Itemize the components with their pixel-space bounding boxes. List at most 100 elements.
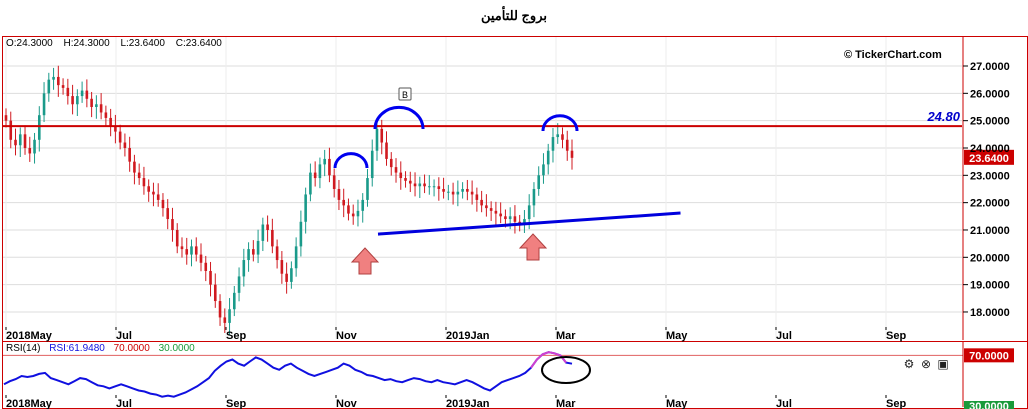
rsi-lower-tag <box>964 401 1014 409</box>
candle-body <box>233 292 236 310</box>
pattern-arc <box>333 152 369 169</box>
candle-body <box>537 175 541 189</box>
candle-body <box>242 260 246 277</box>
candle-body <box>85 90 89 99</box>
candle-body <box>347 205 350 214</box>
candle-body <box>271 229 274 247</box>
marker-box <box>398 87 412 101</box>
candle-body <box>389 158 393 168</box>
candle-body <box>527 205 531 220</box>
candle-body <box>337 188 341 200</box>
candle-body <box>142 178 146 187</box>
candle-body <box>570 150 574 158</box>
candle-body <box>152 191 155 195</box>
candle-body <box>71 96 74 105</box>
candle-body <box>90 98 93 107</box>
maximize-icon[interactable]: ▣ <box>937 357 949 371</box>
candle-body <box>237 276 241 293</box>
candle-body <box>161 199 165 209</box>
rsi-x-tick-label: Sep <box>886 398 906 409</box>
candle-body <box>275 246 279 261</box>
candle-body <box>285 273 288 282</box>
up-arrow <box>350 247 380 275</box>
candle-body <box>171 219 174 230</box>
candle-body <box>266 224 269 230</box>
y-tick-label: 19.0000 <box>970 280 1010 292</box>
candle-body <box>309 172 312 195</box>
candle-body <box>380 128 384 143</box>
candle-body <box>57 76 60 86</box>
candle-body <box>404 178 407 181</box>
candle-body <box>418 183 422 187</box>
rsi-upper-tag <box>964 348 1014 363</box>
rsi-toolbar: ⚙ ⊗ ▣ <box>902 357 950 371</box>
candle-body <box>118 131 122 143</box>
candle-body <box>252 249 255 255</box>
candle-body <box>52 76 55 80</box>
trendline <box>377 211 681 236</box>
rsi-lower-level: 30.0000 <box>158 343 195 354</box>
candle-body <box>394 167 398 173</box>
y-tick-label: 21.0000 <box>970 225 1010 237</box>
candle-body <box>456 191 460 195</box>
x-tick-label: Jul <box>116 330 132 342</box>
candle-body <box>147 186 150 192</box>
x-tick-label: Jul <box>776 330 792 342</box>
rsi-highlight-ellipse <box>541 356 591 384</box>
candle-body <box>485 205 488 209</box>
last-price-tag <box>964 149 1014 165</box>
candle-body <box>66 87 70 97</box>
x-tick-label: May <box>666 330 688 342</box>
candle-body <box>461 188 464 192</box>
candle-body <box>47 79 51 94</box>
rsi-x-tick-label: Nov <box>336 398 358 409</box>
candle-body <box>475 194 479 200</box>
candle-body <box>561 134 564 140</box>
candle-body <box>304 194 307 222</box>
candle-body <box>123 142 127 148</box>
y-tick-label: 22.0000 <box>970 198 1010 210</box>
candle-body <box>318 164 322 179</box>
candle-body <box>166 208 170 220</box>
candle-body <box>366 178 369 200</box>
candle-body <box>351 213 355 217</box>
candle-body <box>76 96 79 105</box>
marker-label: B <box>402 90 408 100</box>
candle-body <box>9 120 13 140</box>
candle-body <box>213 284 217 302</box>
candle-body <box>247 249 250 261</box>
candle-body <box>294 246 298 269</box>
candle-body <box>28 147 32 154</box>
rsi-upper-tag-label: 70.0000 <box>969 350 1009 362</box>
rsi-x-tick-label: 2019Jan <box>446 398 490 409</box>
candle-body <box>18 134 22 146</box>
candle-body <box>356 210 360 217</box>
up-arrow <box>518 233 548 261</box>
candle-body <box>361 199 365 211</box>
candle-body <box>299 221 303 247</box>
candle-body <box>209 270 212 285</box>
x-tick-label: 2018May <box>6 330 53 342</box>
watermark: © TickerChart.com <box>844 49 942 61</box>
candle-body <box>42 93 46 116</box>
rsi-overbought-segment <box>530 351 567 369</box>
candle-body <box>323 158 326 165</box>
gear-icon[interactable]: ⚙ <box>903 357 915 371</box>
candle-body <box>532 188 536 206</box>
candle-body <box>256 240 260 255</box>
candle-body <box>466 188 469 192</box>
candle-body <box>432 186 436 188</box>
rsi-lower-tag-label: 30.0000 <box>969 401 1009 409</box>
candle-body <box>109 117 112 127</box>
candle-body <box>14 139 17 146</box>
close-icon[interactable]: ⊗ <box>920 357 932 371</box>
candle-body <box>328 158 331 176</box>
x-tick-label: Sep <box>886 330 906 342</box>
candle-body <box>99 104 103 113</box>
candle-body <box>447 191 450 193</box>
pattern-arc <box>373 105 425 130</box>
candle-body <box>408 180 412 184</box>
candle-body <box>499 213 502 217</box>
candle-body <box>470 191 474 195</box>
high-value: H:24.3000 <box>63 38 110 49</box>
